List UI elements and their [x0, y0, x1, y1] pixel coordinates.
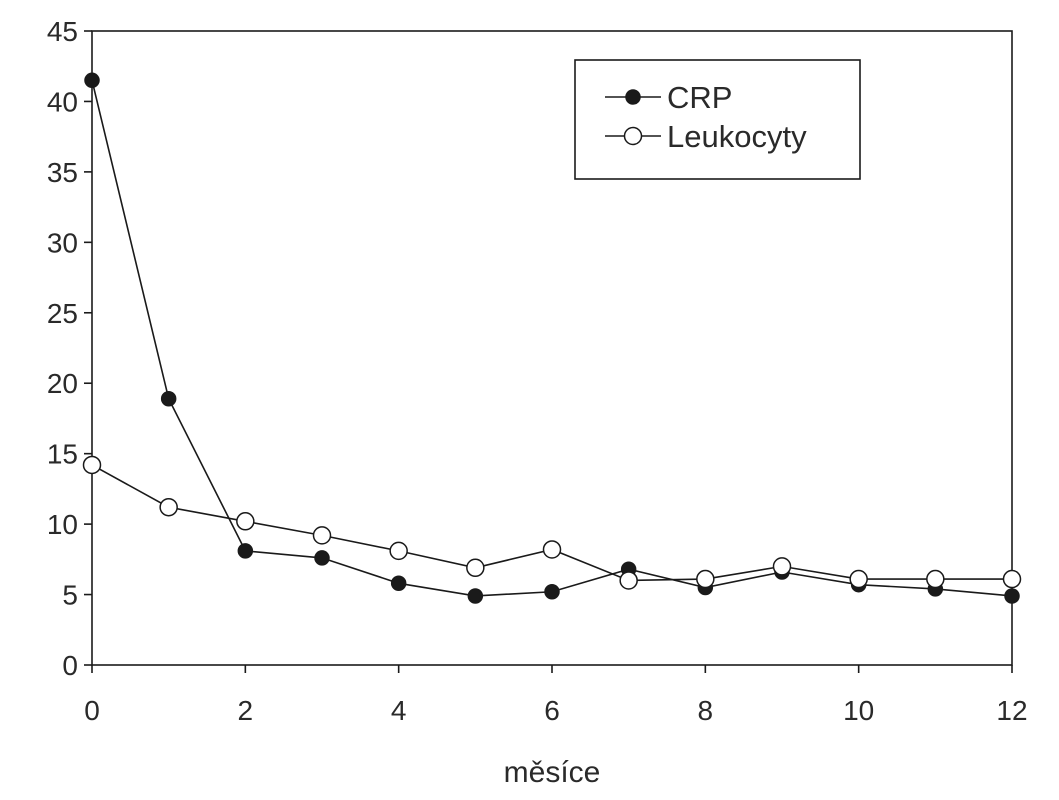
legend-box: [574, 59, 861, 180]
data-point-leukocyty: [312, 526, 332, 545]
data-point-crp: [314, 550, 330, 566]
y-tick-label: 10: [47, 509, 78, 540]
data-point-leukocyty: [236, 512, 255, 531]
data-point-crp: [544, 583, 560, 600]
legend-label-leukocyty: Leukocyty: [667, 119, 807, 154]
legend: CRP Leukocyty: [574, 59, 861, 180]
y-tick-label: 45: [47, 16, 78, 47]
data-point-crp: [160, 390, 177, 407]
x-tick-label: 6: [544, 695, 560, 726]
series-line-leukocyty: [91, 464, 1012, 582]
legend-marker-crp: [625, 89, 641, 105]
data-point-leukocyty: [849, 569, 868, 589]
data-point-leukocyty: [619, 571, 638, 590]
y-tick-label: 25: [47, 298, 78, 329]
x-tick-label: 4: [391, 695, 407, 726]
data-point-crp: [1004, 588, 1020, 604]
x-tick-label: 0: [84, 695, 100, 726]
plot-area-border: [91, 30, 1013, 666]
data-point-leukocyty: [1002, 569, 1022, 589]
data-point-crp: [467, 588, 484, 604]
data-point-leukocyty: [542, 540, 562, 559]
data-point-leukocyty: [159, 497, 178, 517]
y-axis-ticks: 0 5 10 15 20 25 30 35 40 45: [47, 16, 92, 681]
x-tick-label: 2: [238, 695, 254, 726]
data-point-leukocyty: [389, 541, 408, 561]
data-point-leukocyty: [82, 455, 102, 475]
y-tick-label: 5: [62, 580, 78, 611]
series-points: [82, 72, 1022, 604]
x-axis-title: měsíce: [504, 756, 601, 789]
y-tick-label: 20: [47, 368, 78, 399]
legend-label-crp: CRP: [667, 80, 732, 115]
y-tick-label: 30: [47, 227, 78, 258]
x-tick-label: 10: [843, 695, 874, 726]
data-point-crp: [84, 72, 100, 89]
y-tick-label: 15: [47, 439, 78, 470]
legend-marker-leukocyty: [623, 126, 643, 146]
data-point-leukocyty: [926, 569, 945, 589]
data-point-crp: [390, 575, 407, 592]
x-axis-ticks: 0 2 4 6 8 10 12: [84, 665, 1028, 726]
data-point-crp: [237, 543, 254, 559]
y-tick-label: 35: [47, 157, 78, 188]
plot-frame: [91, 30, 1013, 666]
series-lines: [91, 80, 1013, 597]
y-tick-label: 40: [47, 86, 78, 117]
x-tick-label: 8: [698, 695, 714, 726]
data-point-leukocyty: [466, 558, 485, 578]
y-tick-label: 0: [62, 650, 78, 681]
data-point-leukocyty: [772, 557, 792, 576]
x-tick-label: 12: [996, 695, 1027, 726]
data-point-leukocyty: [696, 569, 715, 589]
